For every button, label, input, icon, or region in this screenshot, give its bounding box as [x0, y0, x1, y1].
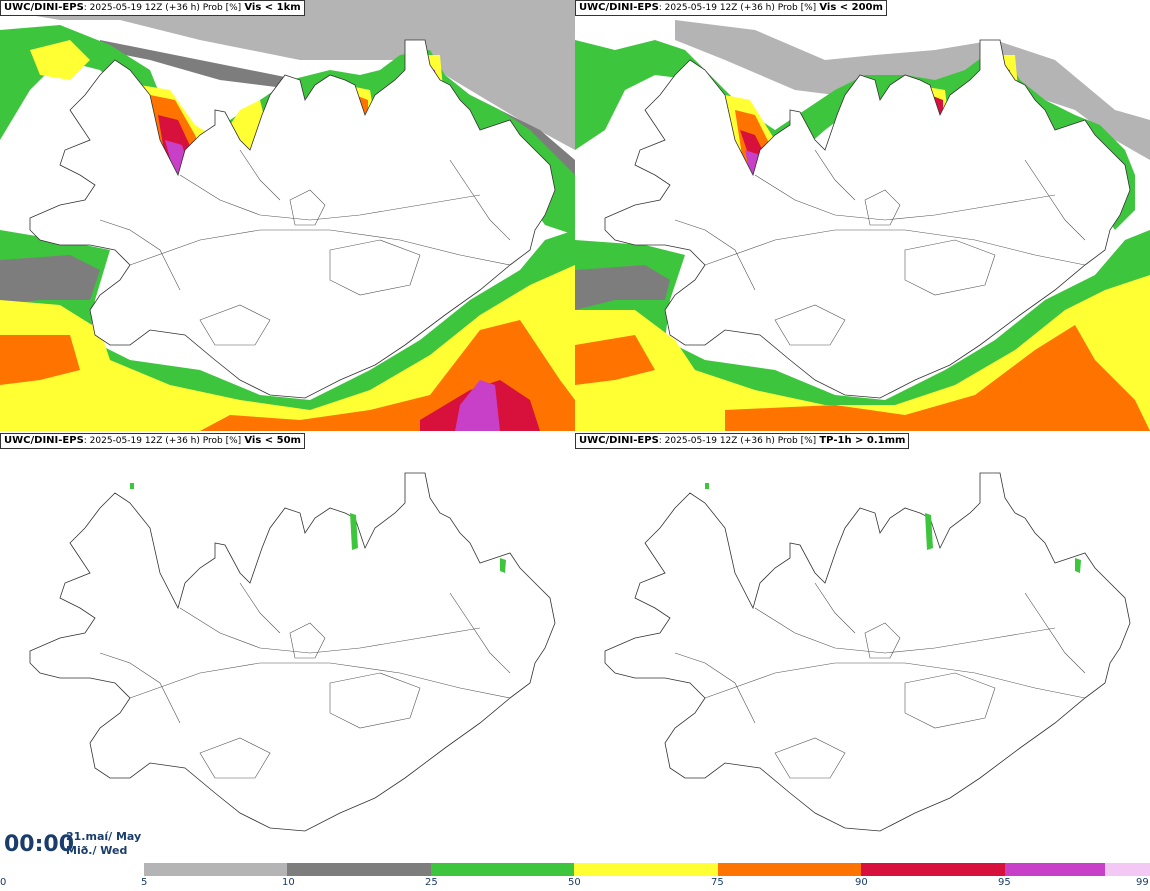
panel-title: UWC/DINI-EPS: 2025-05-19 12Z (+36 h) Pro… — [0, 0, 305, 16]
legend-tick: 50 — [568, 877, 581, 888]
map-panel-tp-1h: UWC/DINI-EPS: 2025-05-19 12Z (+36 h) Pro… — [575, 433, 1150, 864]
date-line-2: Mið./ Wed — [66, 844, 128, 857]
legend-tick: 90 — [855, 877, 868, 888]
panel-title: UWC/DINI-EPS: 2025-05-19 12Z (+36 h) Pro… — [0, 433, 305, 449]
legend-tick: 25 — [425, 877, 438, 888]
valid-time: 00:00 — [4, 832, 75, 857]
legend-tick: 99 — [1136, 877, 1149, 888]
map-panel-vis-50m: UWC/DINI-EPS: 2025-05-19 12Z (+36 h) Pro… — [0, 433, 575, 864]
legend-segment — [574, 863, 718, 876]
valid-date: 21.maí/ May Mið./ Wed — [66, 830, 141, 858]
legend-tick: 10 — [282, 877, 295, 888]
panel-title: UWC/DINI-EPS: 2025-05-19 12Z (+36 h) Pro… — [575, 0, 887, 16]
legend-segment — [431, 863, 574, 876]
map-vis-1km — [0, 0, 575, 431]
legend-segment — [861, 863, 1005, 876]
legend-tick: 75 — [711, 877, 724, 888]
panel-title: UWC/DINI-EPS: 2025-05-19 12Z (+36 h) Pro… — [575, 433, 910, 449]
date-line-1: 21.maí/ May — [66, 830, 142, 843]
legend-tick: 5 — [141, 877, 148, 888]
color-legend — [144, 863, 1150, 876]
legend-segment — [718, 863, 861, 876]
legend-tick: 95 — [998, 877, 1011, 888]
map-vis-200m — [575, 20, 1150, 431]
legend-tick: 0 — [0, 877, 7, 888]
map-tp-1h — [604, 472, 1131, 832]
legend-segment — [1005, 863, 1105, 876]
map-panel-vis-200m: UWC/DINI-EPS: 2025-05-19 12Z (+36 h) Pro… — [575, 0, 1150, 431]
map-vis-50m — [29, 472, 556, 832]
legend-segment — [287, 863, 431, 876]
map-panel-vis-1km: UWC/DINI-EPS: 2025-05-19 12Z (+36 h) Pro… — [0, 0, 575, 431]
legend-segment — [144, 863, 287, 876]
legend-segment — [1105, 863, 1150, 876]
